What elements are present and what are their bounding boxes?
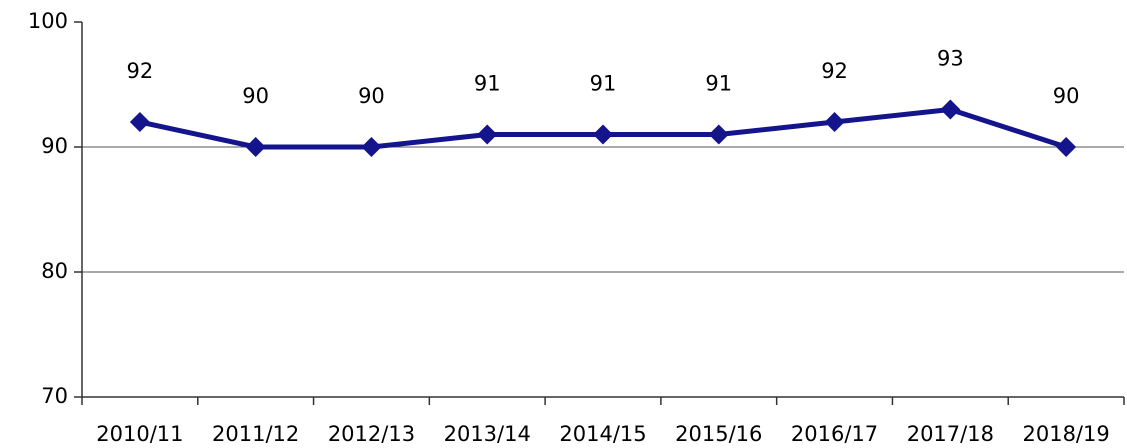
data-label: 92 bbox=[821, 59, 848, 83]
marker bbox=[593, 124, 613, 145]
x-tick-label: 2011/12 bbox=[212, 422, 299, 446]
marker bbox=[1056, 137, 1077, 157]
x-tick-label: 2015/16 bbox=[675, 422, 762, 446]
x-tick-label: 2018/19 bbox=[1022, 422, 1109, 446]
marker bbox=[477, 124, 498, 145]
x-tick-label: 2016/17 bbox=[791, 422, 878, 446]
data-label: 91 bbox=[474, 72, 501, 96]
data-label: 92 bbox=[127, 59, 154, 83]
data-label: 90 bbox=[358, 84, 385, 108]
y-tick-label: 70 bbox=[41, 384, 68, 408]
data-label: 91 bbox=[705, 72, 732, 96]
marker bbox=[361, 137, 382, 157]
marker bbox=[940, 99, 961, 120]
y-tick-label: 100 bbox=[28, 9, 68, 33]
marker bbox=[708, 124, 729, 145]
x-tick-label: 2010/11 bbox=[96, 422, 183, 446]
y-tick-label: 90 bbox=[41, 134, 68, 158]
data-label: 90 bbox=[1053, 84, 1080, 108]
data-label: 93 bbox=[937, 47, 964, 71]
data-label: 90 bbox=[242, 84, 269, 108]
marker bbox=[129, 112, 150, 132]
x-tick-label: 2017/18 bbox=[907, 422, 994, 446]
x-tick-label: 2012/13 bbox=[328, 422, 415, 446]
marker bbox=[245, 137, 266, 157]
data-label: 91 bbox=[590, 72, 617, 96]
x-tick-label: 2013/14 bbox=[444, 422, 531, 446]
x-tick-label: 2014/15 bbox=[559, 422, 646, 446]
marker bbox=[824, 112, 845, 132]
y-tick-label: 80 bbox=[41, 259, 68, 283]
